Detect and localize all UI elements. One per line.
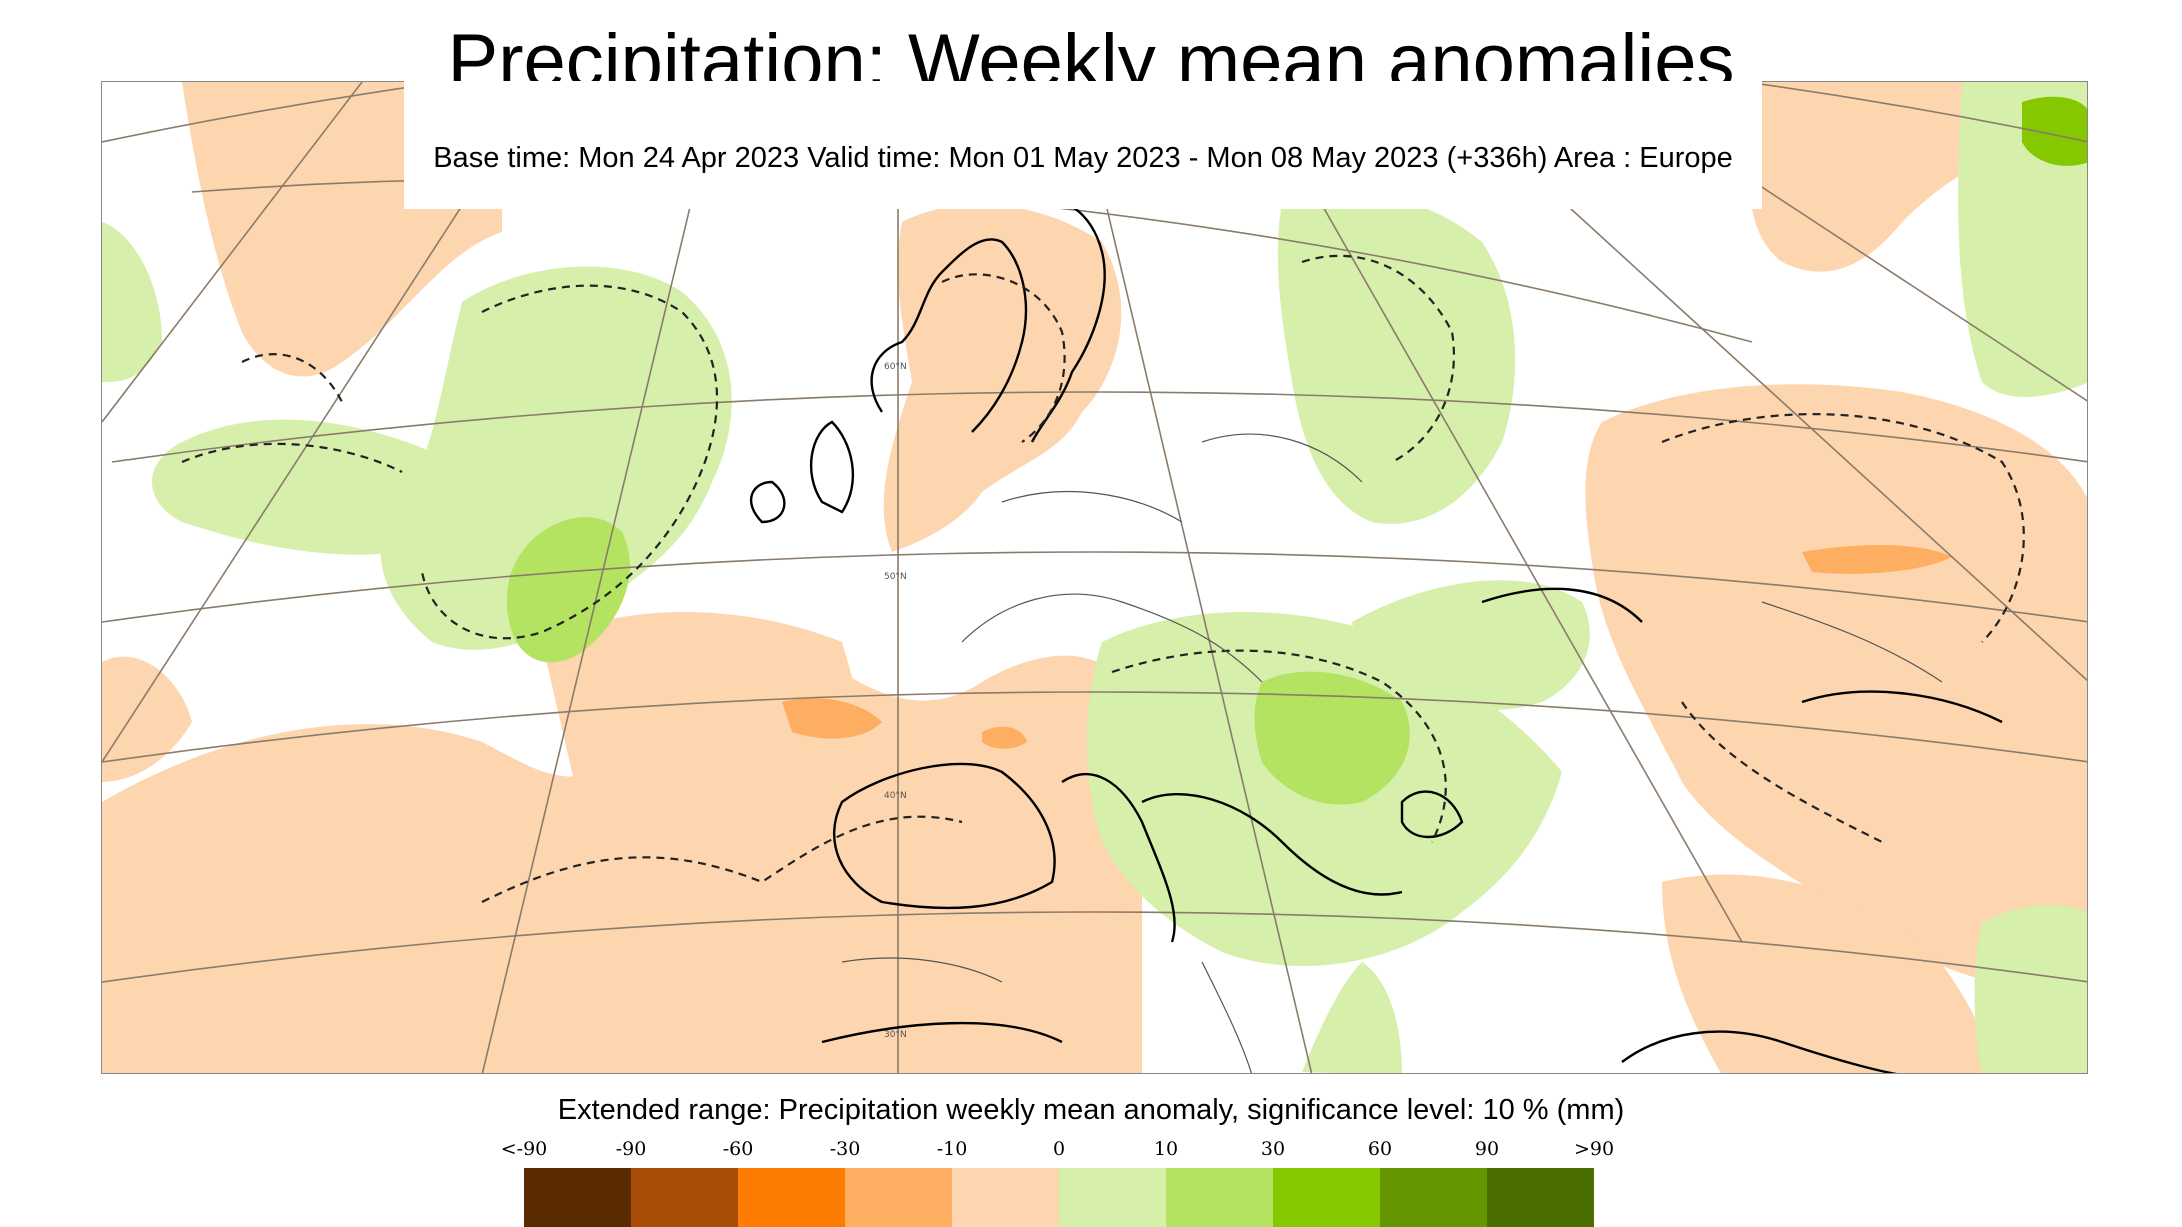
legend-tick-label: -10 [936,1138,968,1160]
anomaly-map: 60°N 50°N 40°N 30°N [101,81,2088,1074]
significance-contours [181,254,2025,903]
legend-swatch [952,1168,1059,1227]
legend-ticks: <-90 -90 -60 -30 -10 0 10 30 60 90 >90 [501,1137,1614,1161]
legend-tick-label: -60 [722,1138,754,1160]
lat-label-30: 30°N [884,1030,907,1040]
legend-tick-label: 10 [1153,1138,1179,1160]
country-borders [841,433,1943,1073]
legend-tick-label: 30 [1260,1138,1286,1160]
legend-tick-label: 60 [1367,1138,1393,1160]
legend-swatch [1380,1168,1487,1227]
map-subtitle: Base time: Mon 24 Apr 2023 Valid time: M… [433,142,1733,174]
lat-label-50: 50°N [884,572,907,582]
lat-label-60: 60°N [884,362,907,372]
subtitle-background [404,81,1762,209]
lat-label-40: 40°N [884,791,907,801]
legend-tick-label: 0 [1052,1138,1066,1160]
stronger-anomaly-regions [506,96,2087,805]
legend-swatch [1487,1168,1594,1227]
legend-colorbar [524,1168,1594,1227]
legend-swatch [631,1168,738,1227]
legend-swatch [1166,1168,1273,1227]
legend-swatch [738,1168,845,1227]
legend-tick-label: <-90 [500,1138,548,1160]
legend-swatch [524,1168,631,1227]
legend-tick-label: >90 [1573,1138,1615,1160]
legend-tick-label: -90 [615,1138,647,1160]
legend-tick-label: 90 [1474,1138,1500,1160]
legend-title: Extended range: Precipitation weekly mea… [557,1094,1625,1126]
legend-swatch [1273,1168,1380,1227]
legend-swatch [845,1168,952,1227]
legend-swatch [1059,1168,1166,1227]
legend-tick-label: -30 [829,1138,861,1160]
